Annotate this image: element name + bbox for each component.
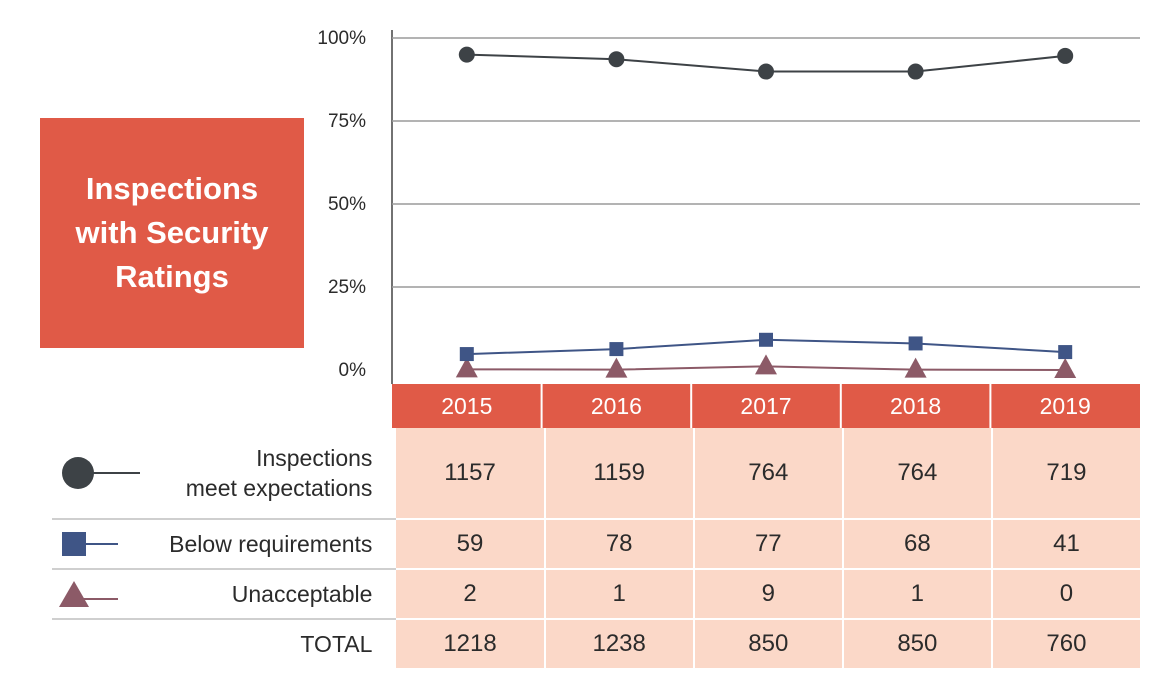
table-cell: 764 <box>692 428 843 520</box>
y-tick-label: 25% <box>328 277 366 298</box>
x-tick-label: 2017 <box>740 393 791 419</box>
table-cell: 78 <box>543 519 694 570</box>
row-label-total: TOTAL <box>52 619 396 668</box>
line-chart: 0% 25% 50% 75% 100% 2015 2016 2017 2018 2019 <box>317 28 1140 428</box>
table-cell: 0 <box>990 569 1140 620</box>
x-tick-label: 2019 <box>1040 393 1091 419</box>
data-point-unacceptable <box>605 357 628 378</box>
data-point-unacceptable <box>904 357 927 378</box>
table-cell: 1 <box>841 569 992 620</box>
table-row-below: Below requirements 59 78 77 68 41 <box>52 519 1140 570</box>
table-cell: 1218 <box>394 619 545 668</box>
table-cell: 850 <box>841 619 992 668</box>
table-cell: 1159 <box>543 428 694 520</box>
data-table: Inspections meet expectations 1157 1159 … <box>52 428 1140 668</box>
table-cell: 1 <box>543 569 694 620</box>
data-point-below <box>609 342 624 357</box>
x-tick-label: 2018 <box>890 393 941 419</box>
table-row-unacceptable: Unacceptable 2 1 9 1 0 <box>52 569 1140 620</box>
data-point-meet <box>758 63 774 80</box>
legend-circle-icon <box>62 457 140 489</box>
table-cell: 77 <box>692 519 843 570</box>
table-cell: 2 <box>394 569 545 620</box>
data-point-below <box>1058 345 1073 360</box>
table-cell: 1238 <box>543 619 694 668</box>
row-label-meet-line1: Inspections <box>256 445 373 471</box>
y-tick-label: 75% <box>328 111 366 132</box>
row-label-unacceptable: Unacceptable <box>52 569 396 620</box>
x-tick-label: 2016 <box>591 393 642 419</box>
table-cell: 9 <box>692 569 843 620</box>
row-label-below-text: Below requirements <box>169 531 373 557</box>
y-tick-label: 0% <box>339 360 367 381</box>
table-cell: 719 <box>990 428 1140 520</box>
table-cell: 760 <box>990 619 1140 668</box>
table-cell: 68 <box>841 519 992 570</box>
row-label-unacceptable-text: Unacceptable <box>231 581 373 607</box>
table-cell: 59 <box>394 519 545 570</box>
x-tick-labels: 2015 2016 2017 2018 2019 <box>441 384 1091 428</box>
row-label-below: Below requirements <box>52 519 396 570</box>
row-label-meet-line2: meet expectations <box>185 475 373 501</box>
table-row-meet: Inspections meet expectations 1157 1159 … <box>52 428 1140 520</box>
x-tick-label: 2015 <box>441 393 492 419</box>
x-axis-band <box>392 384 1140 428</box>
table-cell: 41 <box>990 519 1140 570</box>
row-label-meet: Inspections meet expectations <box>52 428 396 520</box>
data-point-unacceptable <box>455 357 478 378</box>
data-point-meet <box>907 63 924 80</box>
grid-lines <box>392 37 1140 288</box>
data-point-below <box>759 332 773 347</box>
data-point-meet <box>1057 47 1074 64</box>
y-tick-label: 50% <box>328 194 366 215</box>
table-row-total: TOTAL 1218 1238 850 850 760 <box>52 619 1140 668</box>
data-point-below <box>908 336 923 351</box>
data-point-unacceptable <box>755 354 777 375</box>
legend-triangle-icon <box>59 581 118 607</box>
data-point-unacceptable <box>1054 358 1077 378</box>
y-tick-labels: 0% 25% 50% 75% 100% <box>317 28 366 381</box>
table-cell: 1157 <box>394 428 545 520</box>
data-point-meet <box>458 46 475 63</box>
data-point-below <box>459 347 474 362</box>
title-box: Inspections with Security Ratings <box>40 118 304 348</box>
chart-title: Inspections with Security Ratings <box>75 171 269 294</box>
table-cell: 850 <box>692 619 843 668</box>
legend-square-icon <box>62 532 118 556</box>
series-group <box>455 46 1077 378</box>
table-cell: 764 <box>841 428 992 520</box>
data-point-meet <box>608 51 625 68</box>
y-tick-label: 100% <box>317 28 366 49</box>
